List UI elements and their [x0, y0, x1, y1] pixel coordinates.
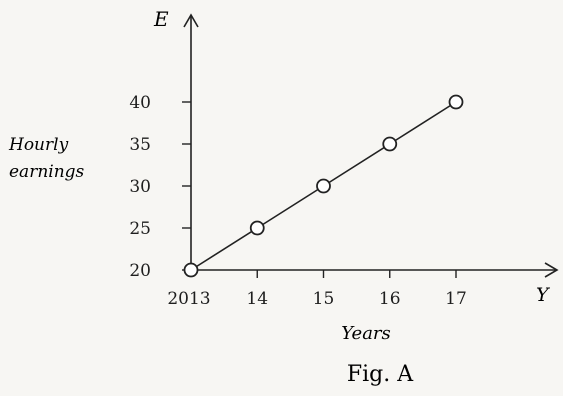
x-tick-label: 15	[313, 289, 335, 309]
series-layer	[183, 94, 464, 278]
y-tick-label: 20	[129, 261, 151, 281]
x-axis-arrow-icon	[544, 262, 559, 278]
x-tick-label: 17	[445, 289, 467, 309]
ticks-layer: 20 25 30 35 40 2013 14 15 16 17	[129, 93, 466, 309]
data-point	[183, 262, 199, 278]
y-axis-symbol: E	[153, 7, 169, 31]
x-axis-label: Years	[341, 323, 391, 344]
x-tick-label: 16	[379, 289, 401, 309]
y-tick-label: 25	[129, 219, 151, 239]
data-point	[249, 220, 265, 236]
figure-caption: Fig. A	[347, 362, 414, 387]
y-axis-arrow-icon	[183, 13, 199, 28]
y-axis-label-line1: Hourly	[8, 135, 69, 155]
x-tick-label: 2013	[167, 289, 210, 309]
data-point	[382, 136, 398, 152]
y-tick-label: 30	[129, 177, 151, 197]
data-point	[316, 178, 331, 194]
y-tick-label: 35	[129, 135, 151, 155]
y-tick-label: 40	[129, 93, 151, 113]
y-axis-label-line2: earnings	[9, 162, 85, 182]
x-axis-symbol: Y	[536, 284, 551, 306]
data-point	[448, 94, 464, 110]
x-tick-label: 14	[246, 289, 268, 309]
